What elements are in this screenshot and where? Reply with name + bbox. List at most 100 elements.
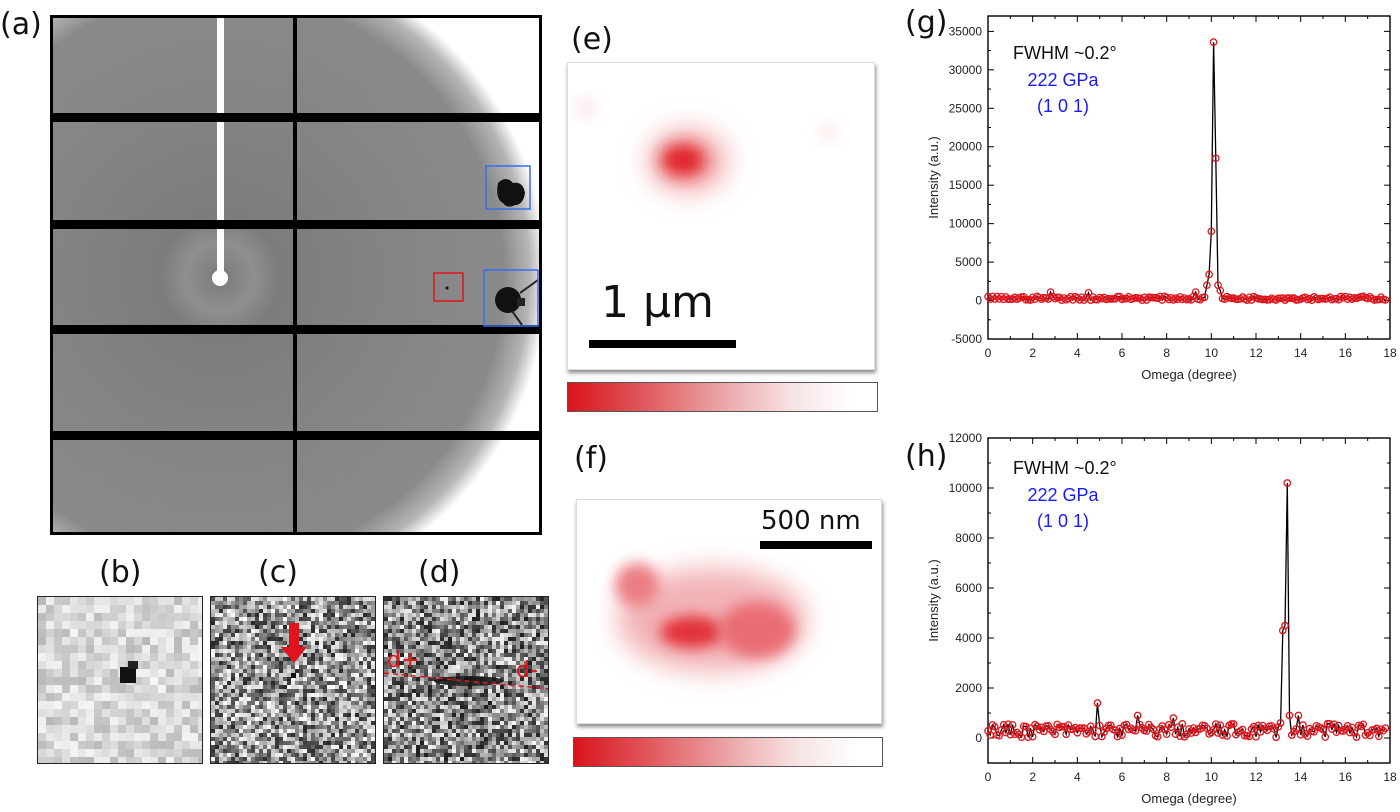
- data-point: [1216, 721, 1225, 730]
- data-point: [1176, 732, 1184, 741]
- data-point: [1252, 732, 1260, 741]
- crop-c: [210, 596, 376, 764]
- data-point: [1238, 725, 1247, 734]
- data-point: [1249, 722, 1258, 731]
- annotation-d-plus: d+: [387, 648, 420, 673]
- data-point: [993, 292, 1001, 301]
- data-point: [1214, 729, 1222, 737]
- data-point: [1211, 154, 1220, 163]
- data-point: [1100, 728, 1108, 737]
- data-point: [1207, 227, 1216, 236]
- y-tick-label: 30000: [949, 63, 983, 77]
- data-point: [1133, 711, 1142, 720]
- data-point: [1077, 724, 1086, 732]
- colorbar-f: [573, 737, 883, 767]
- panel-label-e: (e): [571, 22, 613, 57]
- data-point: [1013, 728, 1021, 737]
- data-point: [1254, 721, 1263, 730]
- data-point: [988, 720, 997, 729]
- data-point: [1153, 732, 1162, 741]
- data-point: [1024, 733, 1033, 742]
- data-point: [1211, 720, 1220, 728]
- data-point: [1004, 295, 1012, 303]
- data-point: [1229, 720, 1238, 728]
- y-tick-label: 0: [975, 731, 982, 745]
- data-point: [1006, 730, 1015, 739]
- data-point: [1381, 724, 1390, 732]
- data-point: [1162, 730, 1171, 739]
- dashed-line: [384, 672, 548, 690]
- data-point: [1073, 294, 1082, 302]
- data-point: [1281, 296, 1289, 304]
- data-point: [1064, 721, 1073, 729]
- data-point: [1082, 729, 1091, 738]
- arrow-head-icon: [281, 647, 307, 663]
- x-tick-label: 14: [1294, 770, 1308, 784]
- x-tick-label: 0: [985, 770, 992, 784]
- data-point: [1374, 732, 1383, 741]
- x-tick-label: 6: [1119, 346, 1126, 360]
- annotation-d-minus: d-: [516, 658, 538, 683]
- data-point: [1073, 728, 1082, 737]
- data-point: [1046, 288, 1055, 296]
- data-point: [1381, 296, 1390, 304]
- annotation-hkl: (1 0 1): [1037, 96, 1089, 116]
- arrow-down-icon: [289, 623, 299, 647]
- data-point: [1194, 725, 1202, 733]
- y-tick-label: 12000: [949, 431, 983, 445]
- y-tick-label: 15000: [949, 178, 983, 192]
- data-point: [1274, 294, 1283, 303]
- data-point: [1281, 621, 1289, 630]
- data-point: [1176, 293, 1184, 301]
- detector-image: [50, 15, 542, 535]
- crop-b: [37, 596, 203, 764]
- data-point: [1002, 293, 1010, 301]
- data-point: [1223, 732, 1231, 740]
- crop-d: [383, 596, 549, 764]
- data-point: [984, 727, 992, 735]
- data-point: [1301, 730, 1309, 738]
- data-point: [1303, 732, 1312, 741]
- data-point: [1051, 730, 1059, 739]
- x-axis-label: Omega (degree): [1141, 791, 1236, 806]
- data-point: [1285, 711, 1294, 720]
- data-point: [999, 720, 1008, 729]
- x-tick-label: 10: [1205, 346, 1219, 360]
- scale-bar-label-e: 1 µm: [601, 277, 714, 328]
- data-point: [1203, 281, 1211, 290]
- data-point: [1136, 294, 1144, 303]
- data-point: [1095, 721, 1104, 730]
- x-tick-label: 2: [1029, 770, 1036, 784]
- data-point: [1171, 730, 1180, 739]
- blue-box-lower: [483, 269, 539, 327]
- panel-label-a: (a): [0, 7, 42, 42]
- data-point: [1216, 286, 1225, 295]
- data-point: [1357, 722, 1365, 731]
- y-tick-label: 35000: [949, 24, 983, 38]
- data-point: [1162, 293, 1171, 302]
- x-axis-label: Omega (degree): [1141, 367, 1236, 382]
- x-tick-label: 0: [985, 346, 992, 360]
- data-point: [1321, 733, 1330, 741]
- data-point: [1106, 721, 1115, 730]
- data-point: [1169, 714, 1178, 722]
- y-tick-label: 4000: [955, 631, 982, 645]
- x-tick-label: 10: [1205, 770, 1219, 784]
- x-tick-label: 18: [1383, 346, 1397, 360]
- data-point: [1276, 719, 1285, 727]
- data-point: [1002, 728, 1010, 737]
- data-point: [1060, 722, 1068, 731]
- data-point: [990, 722, 999, 731]
- diffraction-spot: [497, 179, 525, 207]
- annotation-pressure: 222 GPa: [1027, 70, 1099, 90]
- y-tick-label: 8000: [955, 531, 982, 545]
- panel-label-g: (g): [905, 5, 948, 40]
- y-tick-label: 2000: [955, 681, 982, 695]
- chart-h: 0 2 4 6 8 10 12 14 16 18 0 2000 4000 6000 8000 10000 120…: [926, 431, 1397, 806]
- y-tick-label: 20000: [949, 140, 983, 154]
- data-point: [1263, 726, 1272, 735]
- panel-label-b: (b): [99, 555, 142, 590]
- data-point: [1205, 270, 1213, 279]
- data-point: [1057, 722, 1066, 731]
- data-point: [1064, 294, 1073, 303]
